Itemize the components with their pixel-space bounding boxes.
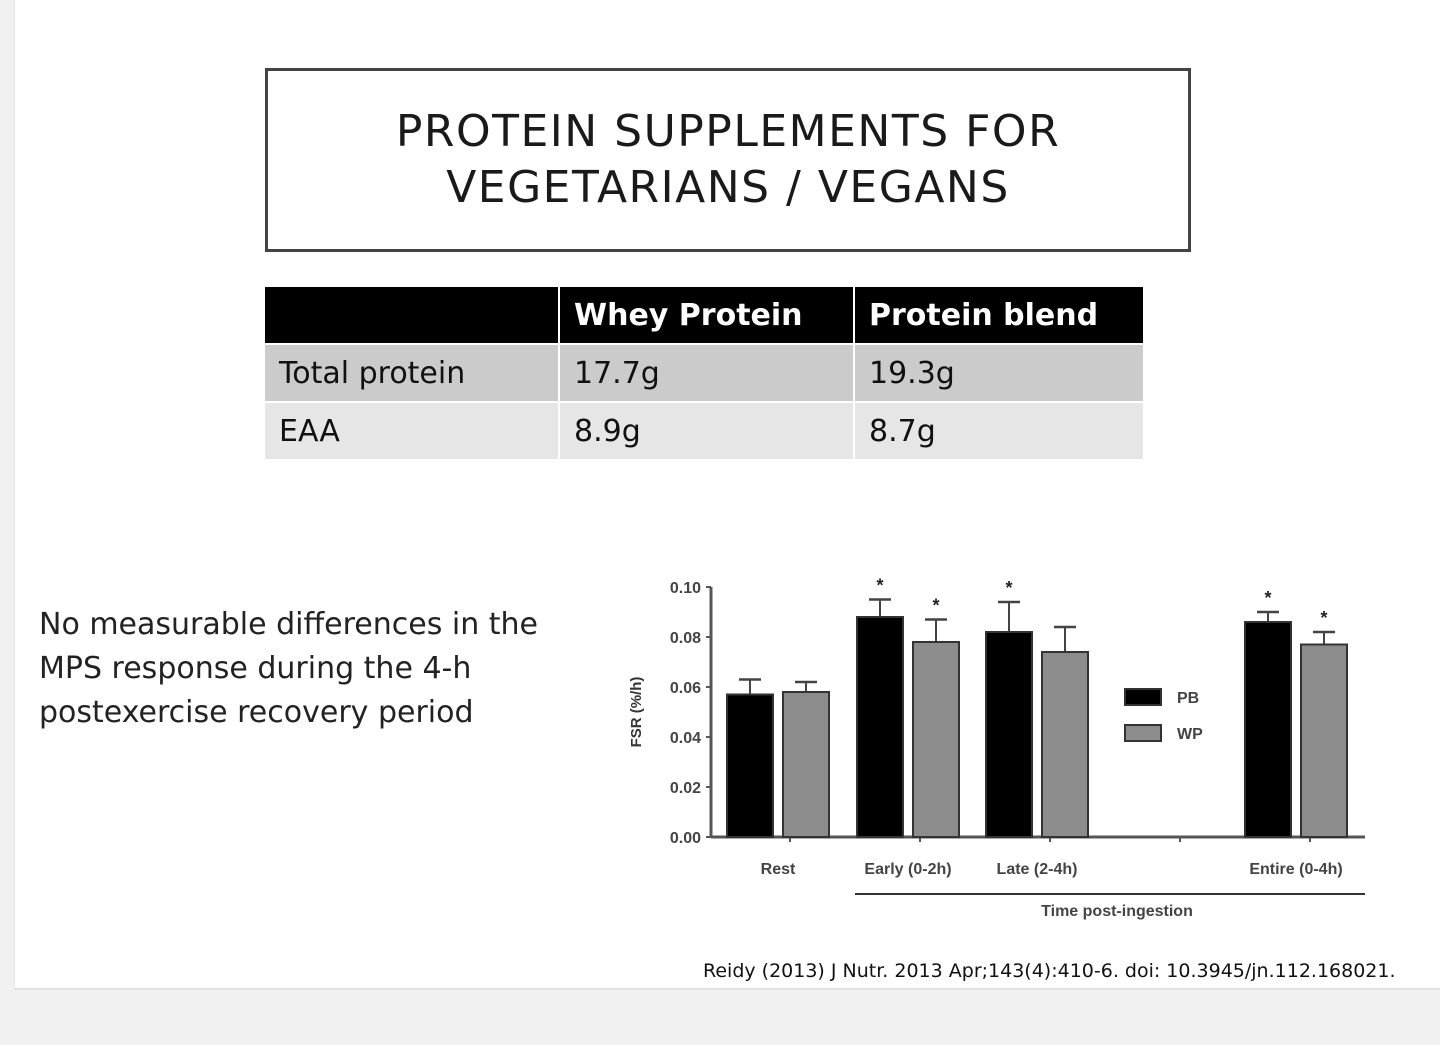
protein-comparison-table: Whey Protein Protein blend Total protein…	[265, 287, 1145, 459]
table-cell: 19.3g	[854, 343, 1145, 402]
bar-pb	[985, 631, 1033, 838]
table-header-cell: Protein blend	[854, 287, 1145, 344]
chart-canvas: 0.00 0.02 0.04 0.06 0.08 0.10 FSR (%/h) Rest * * E…	[628, 576, 1365, 920]
x-tick-label: Early (0-2h)	[864, 861, 951, 878]
table-row: Total protein 17.7g 19.3g	[265, 343, 1145, 402]
legend-swatch-pb	[1124, 688, 1162, 706]
bar-wp	[1300, 643, 1348, 838]
significance-marker: *	[1264, 588, 1271, 608]
body-text: No measurable differences in the MPS res…	[39, 607, 539, 730]
bar-wp	[1041, 651, 1089, 838]
slide: PROTEIN SUPPLEMENTS FOR VEGETARIANS / VE…	[14, 0, 1440, 990]
table-header-cell: Whey Protein	[559, 287, 855, 344]
y-tick-label: 0.10	[670, 580, 701, 597]
bar-wp	[912, 641, 960, 838]
y-tick-label: 0.06	[670, 680, 701, 697]
table-cell: EAA	[265, 401, 560, 459]
bar-pb	[726, 693, 774, 838]
significance-marker: *	[876, 576, 883, 596]
x-tick-label: Entire (0-4h)	[1249, 861, 1342, 878]
x-tick-label: Late (2-4h)	[997, 861, 1078, 878]
table-cell: Total protein	[265, 343, 560, 402]
significance-marker: *	[1005, 578, 1012, 598]
bar-pb	[856, 616, 904, 838]
y-tick-label: 0.08	[670, 630, 701, 647]
legend-label: WP	[1177, 726, 1203, 743]
table-cell: 17.7g	[559, 343, 855, 402]
table-header-cell	[265, 287, 560, 344]
table-row: EAA 8.9g 8.7g	[265, 401, 1145, 459]
legend-label: PB	[1177, 690, 1199, 707]
citation: Reidy (2013) J Nutr. 2013 Apr;143(4):410…	[703, 960, 1396, 982]
fsr-bar-chart: 0.00 0.02 0.04 0.06 0.08 0.10 FSR (%/h) Rest * * E…	[605, 560, 1405, 940]
table-cell: 8.7g	[854, 401, 1145, 459]
table-cell: 8.9g	[559, 401, 855, 459]
slide-title: PROTEIN SUPPLEMENTS FOR VEGETARIANS / VE…	[395, 106, 1061, 213]
x-tick-label: Rest	[761, 861, 796, 878]
y-tick-label: 0.04	[670, 730, 701, 747]
y-tick-label: 0.00	[670, 830, 701, 847]
y-axis-label: FSR (%/h)	[628, 677, 645, 748]
title-box: PROTEIN SUPPLEMENTS FOR VEGETARIANS / VE…	[265, 68, 1191, 252]
legend-swatch-wp	[1124, 724, 1162, 742]
bar-pb	[1244, 621, 1292, 838]
x-axis-label: Time post-ingestion	[1041, 903, 1193, 920]
y-tick-label: 0.02	[670, 780, 701, 797]
significance-marker: *	[932, 596, 939, 616]
bar-wp	[782, 691, 830, 838]
table-header-row: Whey Protein Protein blend	[265, 287, 1145, 344]
significance-marker: *	[1320, 608, 1327, 628]
